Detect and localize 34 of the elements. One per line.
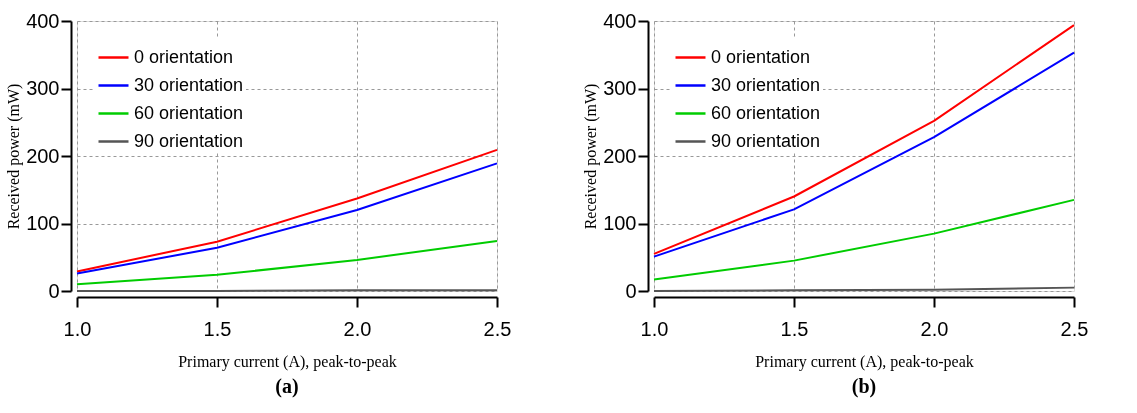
x-tick-label: 1.0 xyxy=(63,317,92,340)
y-axis-title: Received power (mW) xyxy=(582,83,601,230)
x-axis-title: Primary current (A), peak-to-peak xyxy=(755,352,974,371)
x-tick-label: 1.5 xyxy=(780,317,809,340)
line-series xyxy=(76,240,498,286)
legend-label: 30 orientation xyxy=(711,74,821,95)
y-tick-label: 0 xyxy=(625,279,637,302)
y-axis-title: Received power (mW) xyxy=(5,83,24,230)
y-tick-label: 300 xyxy=(603,77,637,99)
legend-label: 60 orientation xyxy=(711,102,821,123)
line-series xyxy=(653,198,1075,281)
legend-label: 0 orientation xyxy=(134,46,234,67)
x-tick-label: 2.5 xyxy=(483,317,512,340)
legend-label: 30 orientation xyxy=(134,74,244,95)
y-tick-label: 100 xyxy=(603,212,637,234)
y-tick-label: 200 xyxy=(603,144,637,167)
x-tick-label: 1.0 xyxy=(640,317,669,340)
legend-label: 90 orientation xyxy=(134,130,244,151)
text: (a) xyxy=(275,375,299,398)
legend-label: 60 orientation xyxy=(134,102,244,123)
y-tick-label: 300 xyxy=(26,77,60,99)
y-tick-label: 400 xyxy=(603,9,637,32)
y-tick-label: 0 xyxy=(48,279,60,302)
text: (b) xyxy=(851,375,877,398)
y-tick-label: 200 xyxy=(26,144,60,167)
x-tick-label: 2.5 xyxy=(1060,317,1089,340)
y-tick-label: 100 xyxy=(26,212,60,234)
y-tick-label: 400 xyxy=(26,9,60,32)
x-tick-label: 2.0 xyxy=(920,317,949,340)
x-tick-label: 2.0 xyxy=(343,317,372,340)
legend-label: 0 orientation xyxy=(711,46,811,67)
x-axis-title: Primary current (A), peak-to-peak xyxy=(178,352,397,371)
x-tick-label: 1.5 xyxy=(203,317,232,340)
legend-label: 90 orientation xyxy=(711,130,821,151)
